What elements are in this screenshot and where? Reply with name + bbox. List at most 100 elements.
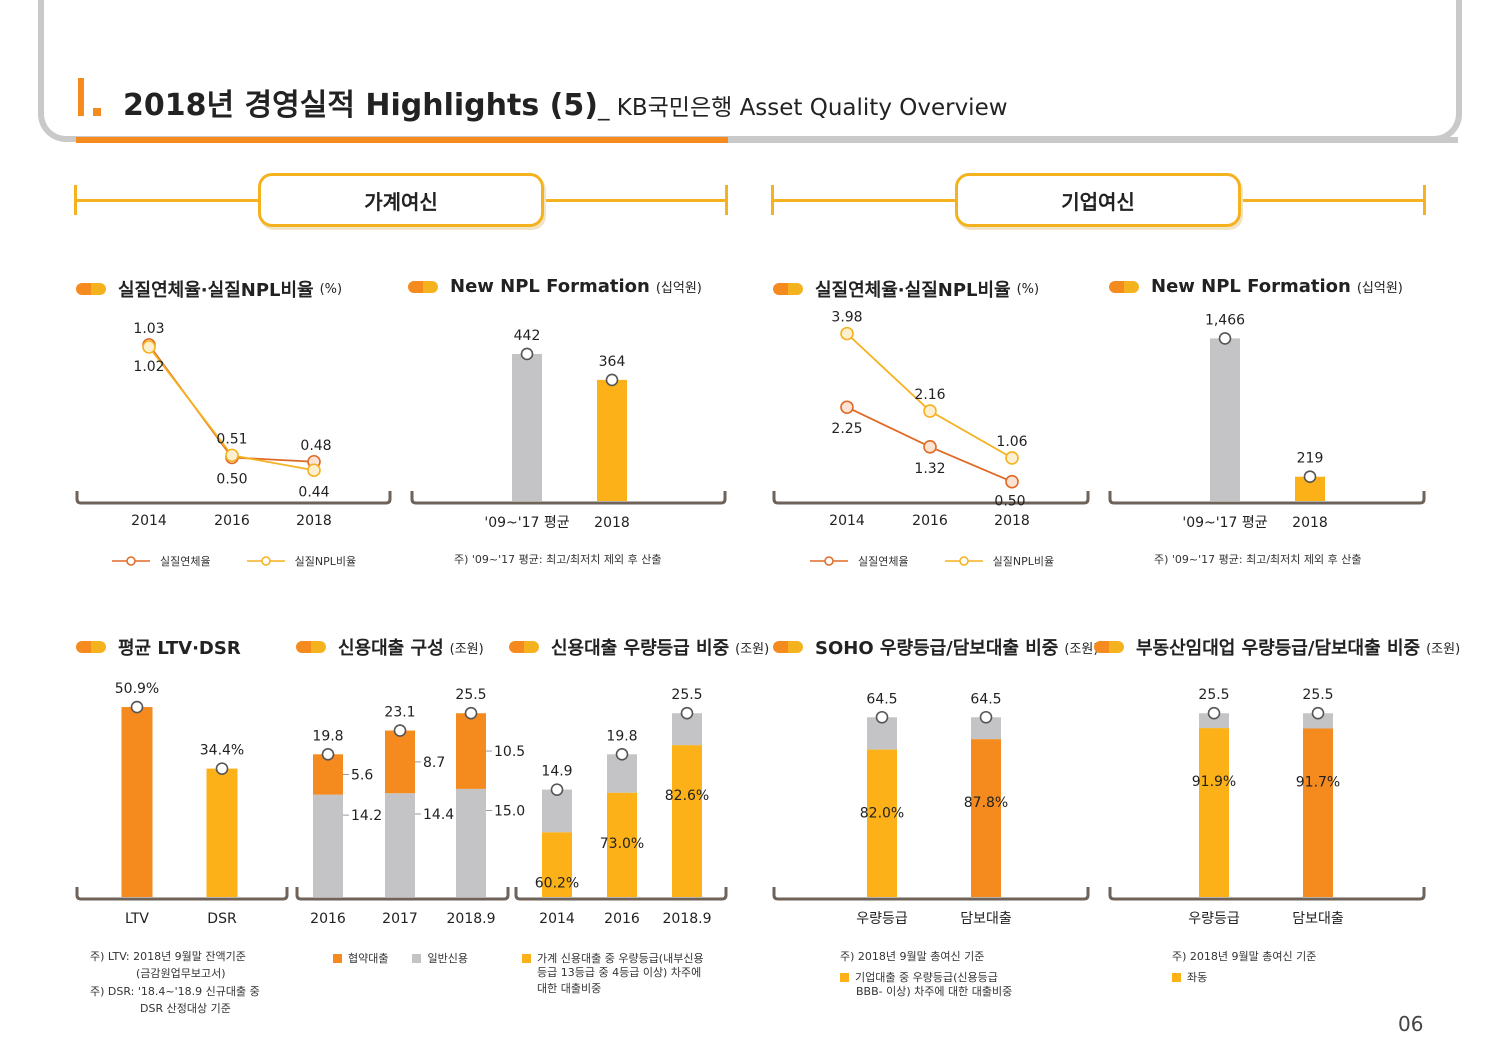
share-label: 91.9% — [1192, 774, 1236, 790]
bar-segment-agreement — [385, 730, 415, 794]
total-label: 64.5 — [866, 691, 897, 707]
chart-title-text: New NPL Formation — [1151, 276, 1351, 297]
legend-label: 일반신용 — [427, 952, 468, 965]
data-point-marker — [1218, 332, 1232, 345]
total-label: 25.5 — [455, 687, 486, 703]
bar-segment-share — [971, 739, 1001, 897]
share-label: 82.0% — [860, 806, 904, 822]
total-label: 25.5 — [1198, 687, 1229, 703]
x-tick-label: 담보대출 — [960, 911, 1012, 927]
data-point-marker — [615, 748, 629, 761]
section-roman-bar — [78, 78, 84, 116]
share-label: 60.2% — [535, 875, 579, 891]
axis-baseline — [514, 887, 728, 901]
pill-icon — [773, 641, 803, 653]
chart-title-text: 평균 LTV·DSR — [118, 638, 241, 659]
bar — [512, 353, 542, 501]
x-tick-label: 우량등급 — [1188, 911, 1240, 927]
x-tick-label: 2018.9 — [663, 911, 712, 927]
x-tick-label: 우량등급 — [856, 911, 908, 927]
bar-segment-share — [867, 749, 897, 897]
data-label: 34.4% — [200, 743, 244, 759]
chart-title-text: 신용대출 구성 — [338, 638, 444, 659]
data-point-marker — [1311, 706, 1325, 720]
chart-title-text: New NPL Formation — [450, 276, 650, 297]
legend-realestate: 좌동 — [1172, 969, 1207, 985]
chart-title-credit-grade: 신용대출 우량등급 비중 (조원) — [509, 634, 769, 660]
legend-label: 실질연체율 — [160, 555, 211, 568]
bar-segment-general — [385, 793, 415, 897]
axis-baseline — [75, 491, 392, 505]
data-label: 0.50 — [994, 494, 1025, 510]
x-tick-label: 2018.9 — [447, 911, 496, 927]
axis-baseline — [1108, 887, 1426, 901]
legend-label: 가계 신용대출 중 우량등급(내부신용 — [537, 952, 704, 965]
bar — [1210, 338, 1240, 501]
legend-label: 실질연체율 — [858, 555, 909, 568]
chart-title-corp-npl: New NPL Formation (십억원) — [1109, 276, 1403, 297]
bar — [121, 707, 153, 897]
legend-credit-grade-line3: 대한 대출비중 — [537, 982, 602, 995]
legend-credit-grade-line2: 등급 13등급 중 4등급 이상) 차주에 — [537, 966, 702, 979]
axis-baseline — [295, 887, 510, 901]
bar-segment-total — [971, 717, 1001, 740]
x-tick-label: 2016 — [912, 513, 948, 529]
chart-unit: (조원) — [735, 641, 770, 657]
share-label: 73.0% — [600, 836, 644, 852]
section-roman-dot — [93, 108, 101, 116]
bar — [597, 379, 627, 501]
data-point-marker — [520, 347, 534, 361]
legend-line-yellow — [944, 556, 983, 566]
note-ltv-source: (금감원업무보고서) — [136, 967, 226, 980]
legend-swatch-yellow — [1172, 972, 1181, 982]
data-point-marker — [464, 706, 478, 720]
legend-corp: 실질연체율 실질NPL비율 — [810, 553, 1054, 569]
legend-swatch-gray — [412, 953, 422, 963]
data-label: 0.50 — [216, 472, 247, 488]
legend-label: 기업대출 중 우량등급(신용등급 — [855, 971, 998, 984]
segment-label: 14.4 — [423, 807, 454, 823]
data-point — [307, 463, 321, 478]
total-label: 25.5 — [671, 687, 702, 703]
note-ltv: 주) LTV: 2018년 9월말 잔액기준 — [90, 950, 246, 963]
pill-icon — [76, 283, 106, 295]
page-title: 2018년 경영실적 Highlights (5)_ KB국민은행 Asset … — [123, 80, 1008, 124]
data-label: 2.16 — [914, 387, 945, 403]
legend-soho-line2: BBB- 이상) 차주에 대한 대출비중 — [856, 985, 1013, 998]
data-label: 50.9% — [115, 681, 159, 697]
note-realestate: 주) 2018년 9월말 총여신 기준 — [1172, 950, 1317, 963]
x-tick-label: 2018 — [296, 513, 332, 529]
legend-label: 실질NPL비율 — [992, 555, 1055, 568]
data-label: 2.25 — [831, 421, 862, 437]
page-title-main: 2018년 경영실적 Highlights (5) — [123, 88, 598, 123]
axis-baseline — [772, 887, 1090, 901]
pill-icon — [1094, 641, 1124, 653]
x-tick-label: 2016 — [214, 513, 250, 529]
data-point-marker — [215, 762, 229, 775]
x-tick-label: 2018 — [1292, 515, 1328, 531]
data-label: 1.03 — [133, 321, 164, 337]
data-point — [225, 448, 239, 463]
data-point-marker — [875, 710, 889, 724]
data-label: 442 — [514, 328, 541, 344]
data-point-marker — [605, 373, 619, 387]
data-point-marker — [550, 783, 564, 796]
header-underline-accent — [76, 137, 728, 143]
x-tick-label: '09~'17 평균 — [1182, 515, 1267, 531]
bar-segment-share — [1199, 728, 1229, 897]
data-point-marker — [979, 710, 993, 724]
x-tick-label: 2014 — [829, 513, 865, 529]
data-label: 3.98 — [831, 310, 862, 326]
legend-line-orange — [810, 556, 848, 566]
legend-swatch-yellow — [522, 953, 531, 963]
x-tick-label: '09~'17 평균 — [484, 515, 569, 531]
bar-segment-total — [1303, 713, 1333, 729]
axis-baseline — [772, 491, 1090, 505]
segment-label: 15.0 — [494, 804, 525, 820]
data-point-marker — [1207, 706, 1221, 720]
chart-unit: (십억원) — [1356, 281, 1403, 296]
total-label: 14.9 — [541, 764, 572, 780]
x-tick-label: 2018 — [994, 513, 1030, 529]
page-subtitle: _ KB국민은행 Asset Quality Overview — [597, 95, 1008, 121]
data-point — [142, 340, 156, 354]
